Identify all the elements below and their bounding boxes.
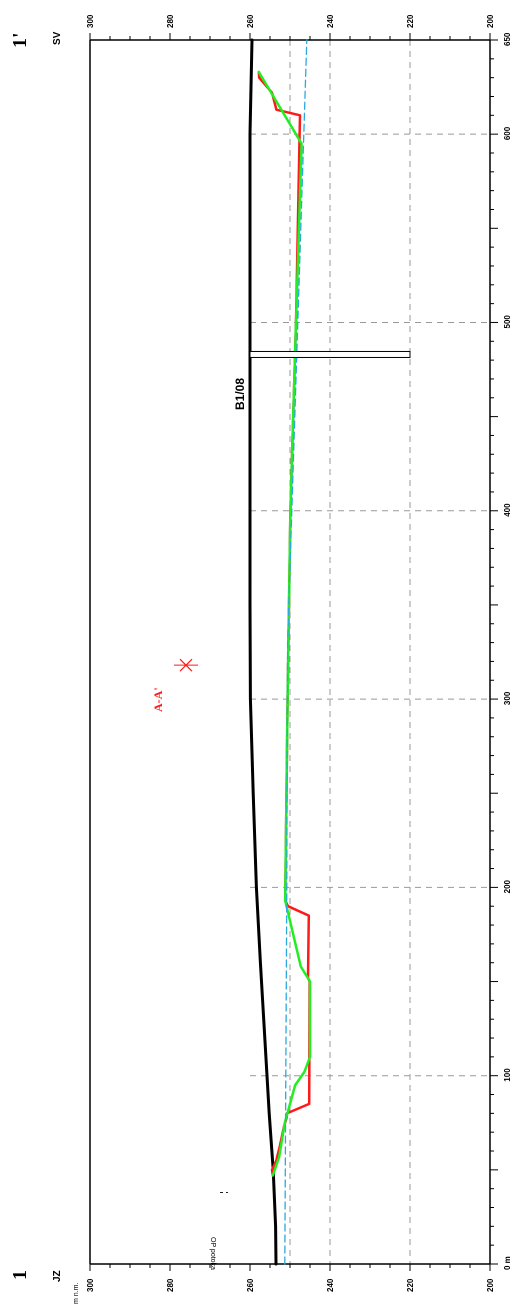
elevation-tick-label-bottom: 240 (326, 1278, 335, 1292)
distance-tick-label: 600 (503, 126, 512, 140)
distance-tick-label: 650 (503, 32, 512, 46)
distance-tick-label: 200 (503, 879, 512, 893)
elevation-tick-label-top: 240 (326, 14, 335, 28)
grid (250, 40, 490, 1264)
elevation-tick-label-top: 300 (86, 14, 95, 28)
distance-tick-label: 400 (503, 503, 512, 517)
elevation-tick-label-top: 200 (486, 14, 495, 28)
elevation-tick-label-top: 260 (246, 14, 255, 28)
cross-section-label: A-A' (151, 687, 165, 712)
water-level-line (284, 39, 308, 1265)
profile-lines (248, 38, 312, 1266)
elevation-tick-label-bottom: 200 (486, 1278, 495, 1292)
borehole-marker (249, 350, 411, 358)
distance-tick-label: 0 m (503, 1256, 512, 1270)
distance-tick-label: 500 (503, 315, 512, 329)
end-direction: SV (52, 31, 63, 45)
elevation-tick-label-bottom: 280 (166, 1278, 175, 1292)
distance-tick-label: 100 (503, 1068, 512, 1082)
distance-tick-label: 300 (503, 691, 512, 705)
start-label: 1 (9, 1270, 31, 1280)
borehole-label: B1/08 (233, 378, 247, 410)
elevation-tick-label-bottom: 220 (406, 1278, 415, 1292)
stream-label: OP potoka (209, 1237, 216, 1270)
terrain-line (248, 38, 278, 1266)
elevation-tick-label-bottom: 300 (86, 1278, 95, 1292)
annotations (174, 350, 411, 1193)
labels: 1 JZ 1' SV m n.m. A-A' B1/08 OP potoka (9, 31, 247, 1304)
end-label: 1' (9, 32, 31, 48)
start-direction: JZ (52, 1270, 63, 1282)
elevation-tick-label-top: 220 (406, 14, 415, 28)
elevation-tick-label-bottom: 260 (246, 1278, 255, 1292)
green-profile-line (257, 70, 312, 1177)
axes: 200 200 220 220 240 240 260 260 280 280 300 300 0 m 1… (86, 14, 512, 1292)
elevation-unit: m n.m. (73, 1283, 80, 1304)
red-profile-line (257, 70, 311, 1177)
elevation-tick-label-top: 280 (166, 14, 175, 28)
